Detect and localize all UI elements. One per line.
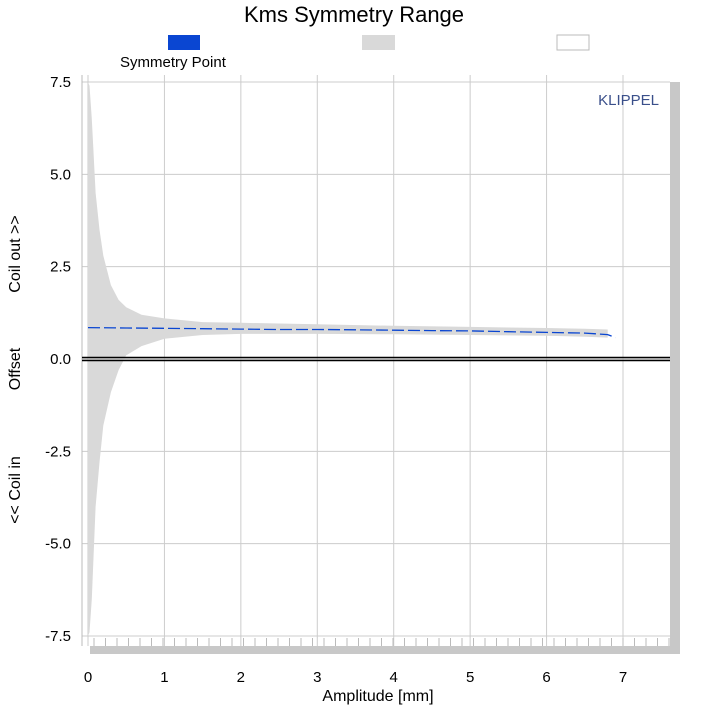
y-axis-label-coil-in: << Coil in (7, 456, 24, 524)
x-tick-label: 3 (313, 669, 321, 686)
x-tick-label: 4 (390, 669, 398, 686)
y-axis-label-offset: Offset (7, 347, 24, 390)
x-tick-label: 7 (619, 669, 627, 686)
legend-swatch-symmetry-point (168, 35, 200, 50)
y-tick-label: -5.0 (45, 536, 71, 553)
plot-shadow-right (670, 82, 680, 654)
y-tick-label: 7.5 (50, 74, 71, 91)
y-tick-label: -7.5 (45, 628, 71, 645)
y-axis-label: << Coil in Offset Coil out >> (7, 215, 24, 523)
bottom-minor-ticks (93, 638, 670, 646)
y-tick-label: -2.5 (45, 443, 71, 460)
grid (81, 75, 670, 646)
y-tick-label: 0.0 (50, 351, 71, 368)
chart-title: Kms Symmetry Range (244, 2, 464, 27)
legend-swatch-range (362, 35, 395, 50)
y-tick-label: 5.0 (50, 166, 71, 183)
legend-swatch-empty (556, 34, 590, 51)
x-tick-label: 2 (237, 669, 245, 686)
y-tick-label: 2.5 (50, 259, 71, 276)
x-axis-label: Amplitude [mm] (322, 688, 433, 705)
legend: Symmetry Point (120, 34, 590, 71)
brand-label: KLIPPEL (598, 92, 659, 109)
x-tick-label: 5 (466, 669, 474, 686)
legend-label-symmetry-point: Symmetry Point (120, 54, 227, 71)
plot-shadow-bottom (90, 646, 680, 654)
x-tick-labels: 0 1 2 3 4 5 6 7 (84, 669, 627, 686)
x-tick-label: 6 (542, 669, 550, 686)
x-tick-label: 1 (160, 669, 168, 686)
y-axis-label-coil-out: Coil out >> (7, 215, 24, 292)
y-tick-labels: 7.5 5.0 2.5 0.0 -2.5 -5.0 -7.5 (45, 74, 71, 645)
x-tick-label: 0 (84, 669, 92, 686)
